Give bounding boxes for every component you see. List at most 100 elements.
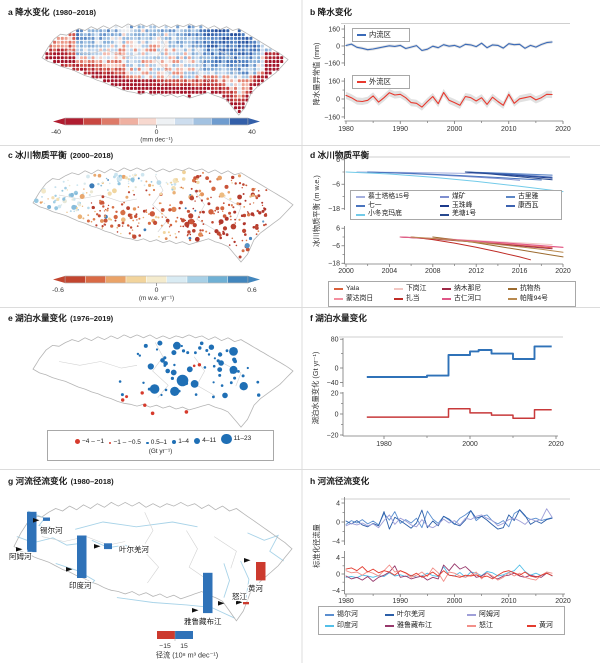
legend-item: 七一 <box>356 202 440 211</box>
svg-text:−4: −4 <box>332 538 340 545</box>
svg-text:2020: 2020 <box>555 598 571 605</box>
legend-swatch <box>334 288 343 290</box>
runoff-bar <box>104 543 112 550</box>
svg-text:−160: −160 <box>324 114 340 121</box>
svg-text:(mm dec⁻¹): (mm dec⁻¹) <box>140 137 172 144</box>
panel-c-title: c 冰川物质平衡 (2000–2018) <box>8 150 114 160</box>
svg-text:2010: 2010 <box>501 126 517 133</box>
legend-glaciers-south: Yala 下岗江 纳木那尼 抗物热 蒙达岗日 扎当 古仁河口 帕隆94号 <box>328 281 576 307</box>
svg-text:6: 6 <box>336 226 340 233</box>
lake-volume-map <box>32 334 294 428</box>
legend-item: 玉珠峰 <box>440 202 506 211</box>
legend-swatch <box>506 205 515 207</box>
legend-item: 纳木那尼 <box>442 284 508 294</box>
legend-item: 羌塘1号 <box>440 210 506 219</box>
legend-endorheic: 内流区 <box>352 28 410 42</box>
panel-d-title: d 冰川物质平衡 <box>310 150 370 160</box>
svg-text:印度河: 印度河 <box>69 580 92 590</box>
legend-rivers: 锡尔河 叶尔羌河 阿姆河 印度河 雅鲁藏布江 怒江 黄河 <box>318 606 565 635</box>
svg-text:2016: 2016 <box>512 268 528 275</box>
river-line <box>116 597 236 619</box>
panel-a-title: a 降水变化 (1980–2018) <box>8 7 97 17</box>
svg-text:4: 4 <box>336 500 340 507</box>
svg-text:1980: 1980 <box>338 598 354 605</box>
legend-item: −4 – −1 <box>70 438 104 446</box>
runoff-bar <box>256 562 266 581</box>
panel-g-title: g 河流径流变化 (1980–2018) <box>8 476 114 486</box>
svg-text:1990: 1990 <box>392 126 408 133</box>
lake-volume-chart: 80 0 −40 20 0 −20 1980 2000 2020 湖泊水量变化 (Gt yr⁻¹) <box>311 336 564 448</box>
svg-text:标准化径流量: 标准化径流量 <box>312 524 321 568</box>
lake-dot-icon <box>74 439 80 445</box>
svg-text:湖泊水量变化 (Gt yr⁻¹): 湖泊水量变化 (Gt yr⁻¹) <box>311 352 320 425</box>
legend-swatch <box>527 624 536 627</box>
legend-item: 扎当 <box>394 294 442 304</box>
svg-text:-0.6: -0.6 <box>52 287 64 294</box>
svg-text:20: 20 <box>331 390 339 397</box>
svg-text:0: 0 <box>155 287 159 294</box>
svg-text:-40: -40 <box>51 129 61 136</box>
svg-text:2010: 2010 <box>501 598 517 605</box>
svg-text:2020: 2020 <box>555 268 571 275</box>
legend-item: 帕隆94号 <box>508 294 570 304</box>
legend-swatch <box>508 298 517 300</box>
svg-text:(m w.e. yr⁻¹): (m w.e. yr⁻¹) <box>139 295 174 302</box>
svg-text:1990: 1990 <box>392 598 408 605</box>
legend-swatch <box>394 298 403 300</box>
legend-swatch <box>356 205 365 207</box>
legend-item: 外流区 <box>357 77 391 87</box>
river-line <box>240 560 250 598</box>
legend-item: 下岗江 <box>394 284 442 294</box>
svg-text:锡尔河: 锡尔河 <box>40 525 63 535</box>
legend-item: 怒江 <box>467 621 527 632</box>
svg-text:−40: −40 <box>327 380 339 387</box>
legend-item: 叶尔羌河 <box>385 610 467 621</box>
legend-swatch <box>442 298 451 300</box>
legend-item: 阿姆河 <box>467 610 527 621</box>
svg-text:黄河: 黄河 <box>248 583 263 593</box>
svg-text:−4: −4 <box>332 588 340 595</box>
svg-text:1980: 1980 <box>338 126 354 133</box>
legend-swatch <box>440 213 449 216</box>
legend-swatch <box>394 288 403 290</box>
legend-item: 古仁河口 <box>442 294 508 304</box>
svg-text:0: 0 <box>336 519 340 526</box>
legend-lake-row: −4 – −1 −1 – −0.5 0.5–1 1–4 4–11 11–23 <box>48 434 273 448</box>
panel-h-title: h 河流径流变化 <box>310 476 370 486</box>
river-line <box>223 563 230 598</box>
flow-arrow-icon <box>33 518 40 523</box>
svg-text:阿姆河: 阿姆河 <box>9 551 32 561</box>
svg-text:降水量异常值 (mm): 降水量异常值 (mm) <box>312 43 321 106</box>
precip-trend-map: -40 0 40 (mm dec⁻¹) <box>41 23 289 144</box>
runoff-bar <box>43 517 50 521</box>
runoff-bar <box>27 511 37 553</box>
svg-text:0: 0 <box>336 571 340 578</box>
lake-dot-icon <box>109 442 112 445</box>
legend-lake-classes: −4 – −1 −1 – −0.5 0.5–1 1–4 4–11 11–23 (Gt yr… <box>47 430 274 461</box>
legend-swatch <box>356 196 365 199</box>
legend-swatch <box>442 288 451 290</box>
svg-text:0.6: 0.6 <box>247 287 257 294</box>
legend-item: 印度河 <box>325 621 385 632</box>
svg-text:40: 40 <box>248 129 256 136</box>
svg-text:6: 6 <box>336 157 340 164</box>
svg-text:−6: −6 <box>332 243 340 250</box>
flow-arrow-icon <box>236 600 243 605</box>
svg-text:2012: 2012 <box>468 268 484 275</box>
legend-item: −1 – −0.5 <box>104 439 141 447</box>
legend-glaciers-north: 慕士塔格15号 煤矿 古里雅 七一 玉珠峰 康西瓦 小冬克玛底 羌塘1号 <box>350 190 562 220</box>
plateau-outline <box>32 334 294 428</box>
svg-text:0: 0 <box>336 43 340 50</box>
lake-dot-icon <box>145 441 149 445</box>
runoff-bar <box>243 602 249 605</box>
svg-text:2008: 2008 <box>425 268 441 275</box>
svg-text:2020: 2020 <box>548 441 564 448</box>
svg-text:怒江: 怒江 <box>232 591 247 601</box>
legend-item: 小冬克玛底 <box>356 210 440 219</box>
legend-item: 煤矿 <box>440 193 506 202</box>
lake-dot-icon <box>221 434 232 445</box>
legend-item: 11–23 <box>216 434 251 445</box>
legend-item: 抗物热 <box>508 284 570 294</box>
